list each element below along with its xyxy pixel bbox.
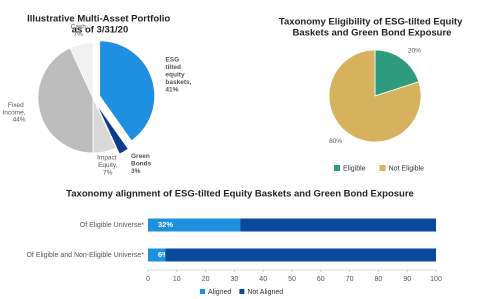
slice-value-label: 44%: [13, 117, 26, 124]
x-tick-label: 30: [231, 276, 239, 283]
x-tick-label: 50: [288, 276, 296, 283]
bar-segment: [148, 218, 241, 232]
legend-label: Not Aligned: [247, 289, 283, 296]
bar-segment: [240, 218, 436, 232]
chart-title: Illustrative Multi-Asset Portfolio as of…: [27, 13, 173, 35]
y-tick-label: Of Eligible and Non-Eligible Universe*: [26, 252, 144, 259]
legend-label: Aligned: [208, 289, 231, 296]
bar-segment: [165, 248, 436, 262]
x-tick-label: 80: [375, 276, 383, 283]
pie-slice: [99, 40, 156, 142]
slice-label: Green Bonds: [131, 153, 152, 168]
x-tick-label: 60: [317, 276, 325, 283]
slice-label: ESG tilted equity baskets,: [165, 56, 191, 86]
slice-value-label: 41%: [165, 86, 178, 93]
slice-label: Fixed Income,: [2, 102, 25, 117]
slice-label: Impact Equity,: [97, 154, 118, 169]
slice-value-label: 3%: [131, 168, 141, 175]
x-tick-label: 40: [259, 276, 267, 283]
bar-value-label: 6%: [158, 250, 169, 259]
x-tick-label: 70: [346, 276, 354, 283]
slice-label: Cash: [71, 23, 87, 30]
pie-slice: [374, 49, 420, 97]
legend-swatch: [334, 165, 340, 171]
pie-slice: [69, 42, 94, 99]
x-tick-label: 10: [173, 276, 181, 283]
bar-value-label: 32%: [158, 220, 173, 229]
y-tick-label: Of Eligible Universe*: [80, 222, 144, 229]
legend-swatch: [239, 289, 245, 294]
legend-label: Eligible: [343, 165, 366, 172]
legend-label: Not Eligible: [389, 165, 425, 172]
chart-title: Taxonomy alignment of ESG-tilted Equity …: [66, 189, 414, 200]
pie-slice: [328, 49, 422, 143]
chart-title: Taxonomy Eligibility of ESG-tilted Equit…: [279, 16, 465, 38]
x-tick-label: 90: [403, 276, 411, 283]
legend-swatch: [379, 165, 386, 171]
slice-value-label: 7%: [103, 169, 113, 176]
pie-slice: [96, 103, 129, 155]
bar-segment: [148, 248, 166, 262]
slice-value-label: 7%: [74, 31, 84, 38]
slice-value-label: 80%: [329, 138, 342, 145]
slice-value-label: 20%: [408, 47, 421, 54]
pie-slice: [37, 47, 94, 154]
x-tick-label: 100: [430, 276, 442, 283]
x-tick-label: 20: [202, 276, 210, 283]
legend-swatch: [200, 289, 205, 294]
x-tick-label: 0: [146, 276, 150, 283]
